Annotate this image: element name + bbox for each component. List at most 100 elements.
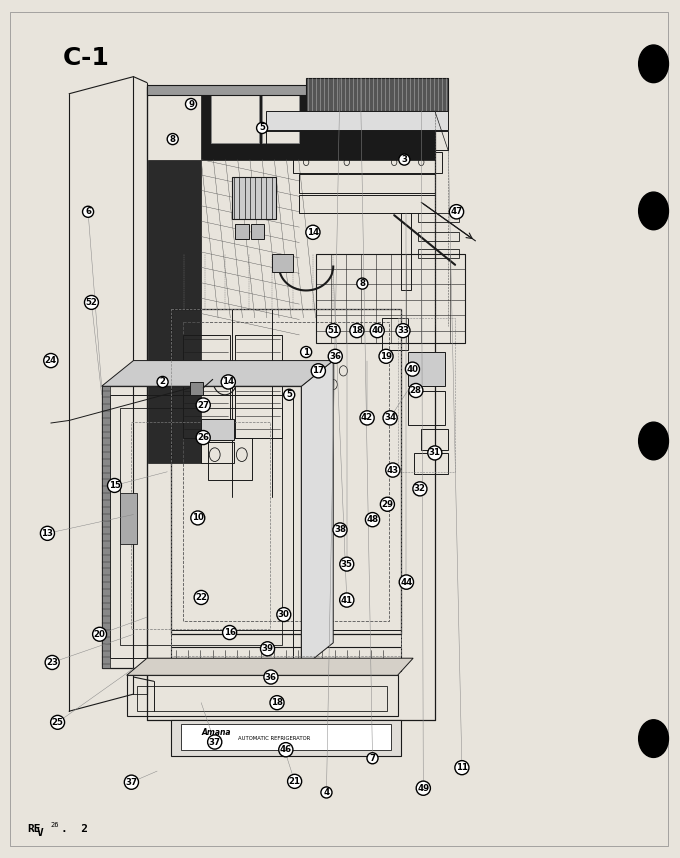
Text: 20: 20: [94, 630, 105, 638]
Bar: [251, 224, 264, 239]
Bar: [398, 317, 455, 472]
Text: Amana: Amana: [201, 728, 231, 737]
Bar: [137, 686, 388, 711]
Text: 17: 17: [312, 366, 324, 375]
Bar: [299, 195, 435, 214]
Text: 28: 28: [410, 386, 422, 395]
Bar: [126, 675, 398, 716]
Text: 18: 18: [351, 326, 363, 335]
Text: 6: 6: [85, 208, 91, 216]
Polygon shape: [126, 658, 413, 675]
Bar: [382, 317, 408, 350]
Text: 51: 51: [327, 326, 339, 335]
Bar: [408, 390, 445, 425]
Text: 14: 14: [307, 227, 319, 237]
Text: 11: 11: [456, 763, 468, 772]
Text: 39: 39: [262, 644, 273, 653]
Text: 42: 42: [361, 414, 373, 422]
Bar: [418, 214, 458, 222]
Text: 37: 37: [209, 738, 221, 746]
Text: 14: 14: [222, 378, 235, 386]
Text: 23: 23: [46, 658, 58, 667]
Text: 3: 3: [401, 155, 407, 164]
Bar: [422, 429, 448, 450]
Bar: [171, 309, 401, 656]
Circle shape: [639, 192, 668, 230]
Bar: [316, 254, 465, 343]
Text: 9: 9: [188, 100, 194, 108]
Text: 36: 36: [329, 352, 341, 361]
Text: 21: 21: [288, 776, 301, 786]
Bar: [408, 352, 445, 386]
Text: 48: 48: [367, 515, 379, 524]
Text: 47: 47: [450, 208, 462, 216]
Text: 31: 31: [429, 449, 441, 457]
Text: 1: 1: [303, 347, 309, 357]
Bar: [147, 85, 435, 95]
Text: 19: 19: [380, 352, 392, 361]
Bar: [101, 386, 109, 668]
Circle shape: [639, 422, 668, 460]
Text: 37: 37: [125, 777, 137, 787]
Bar: [120, 493, 137, 545]
Bar: [183, 335, 231, 438]
Text: AUTOMATIC REFRIGERATOR: AUTOMATIC REFRIGERATOR: [239, 736, 311, 741]
Text: V: V: [37, 828, 44, 837]
Bar: [171, 647, 401, 671]
Text: 38: 38: [334, 525, 346, 535]
Bar: [401, 214, 411, 291]
Text: 35: 35: [341, 559, 353, 569]
Bar: [171, 630, 401, 647]
Bar: [201, 419, 234, 440]
Bar: [181, 724, 391, 750]
Text: 18: 18: [271, 698, 283, 707]
Text: 5: 5: [259, 124, 265, 132]
Text: 7: 7: [369, 754, 375, 763]
Text: 36: 36: [265, 673, 277, 681]
Text: 26: 26: [197, 433, 209, 442]
Text: 22: 22: [195, 593, 207, 602]
Bar: [190, 382, 203, 395]
Text: .  2: . 2: [61, 825, 88, 834]
Bar: [201, 442, 234, 463]
Bar: [208, 438, 252, 480]
Text: 8: 8: [170, 135, 175, 143]
Bar: [211, 91, 258, 142]
Bar: [109, 395, 292, 658]
Text: 16: 16: [224, 628, 235, 637]
Text: 24: 24: [45, 356, 57, 366]
Text: 46: 46: [279, 746, 292, 754]
Text: 4: 4: [324, 788, 330, 797]
Text: 32: 32: [414, 485, 426, 493]
Bar: [262, 95, 299, 142]
Text: 41: 41: [341, 595, 353, 605]
Text: 8: 8: [359, 279, 365, 288]
Bar: [306, 78, 448, 111]
Bar: [265, 131, 448, 150]
Text: RE: RE: [27, 825, 41, 834]
Polygon shape: [101, 360, 333, 386]
Bar: [235, 335, 282, 438]
Bar: [183, 322, 390, 621]
Text: 44: 44: [401, 577, 413, 587]
Text: 13: 13: [41, 529, 54, 538]
Bar: [235, 224, 249, 239]
Bar: [272, 254, 292, 273]
Bar: [171, 309, 401, 634]
Text: 10: 10: [192, 513, 204, 523]
Bar: [265, 111, 448, 130]
Bar: [292, 152, 441, 173]
Text: 15: 15: [109, 481, 120, 490]
Polygon shape: [148, 160, 201, 463]
Text: C-1: C-1: [63, 45, 109, 69]
Text: 26: 26: [50, 822, 58, 828]
Text: 27: 27: [197, 401, 209, 409]
Text: 25: 25: [52, 718, 63, 727]
Bar: [418, 250, 458, 258]
Circle shape: [639, 720, 668, 758]
Bar: [415, 453, 448, 474]
Bar: [418, 233, 458, 241]
Text: 2: 2: [160, 378, 165, 386]
Text: 29: 29: [381, 499, 394, 509]
Polygon shape: [301, 360, 333, 668]
